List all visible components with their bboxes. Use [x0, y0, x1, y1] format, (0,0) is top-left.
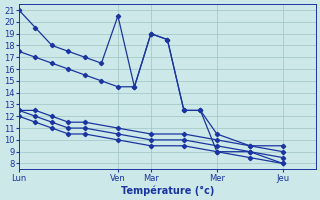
X-axis label: Température (°c): Température (°c) — [121, 185, 214, 196]
